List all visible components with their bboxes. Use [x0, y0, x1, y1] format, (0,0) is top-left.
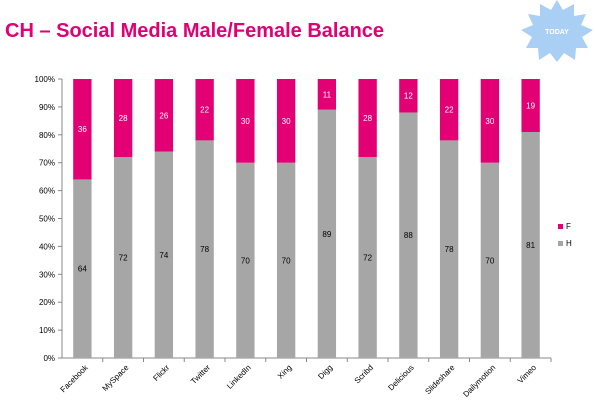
data-label-h: 88: [404, 231, 413, 240]
x-tick-label: LinkedIn: [225, 363, 253, 391]
data-label-h: 64: [78, 265, 87, 274]
data-label-h: 78: [200, 245, 209, 254]
bar-f-linkedin: [236, 79, 255, 163]
legend-label-f: F: [566, 222, 571, 231]
bar-h-flickr: [154, 151, 174, 358]
y-tick-label: 90%: [39, 103, 55, 112]
x-tick-label: Flickr: [151, 363, 171, 383]
y-tick-label: 50%: [39, 215, 55, 224]
y-tick-label: 100%: [35, 75, 55, 84]
legend-swatch-h: [558, 241, 563, 246]
bar-f-flickr: [154, 79, 174, 152]
legend-label-h: H: [566, 239, 572, 248]
bar-f-slideshare: [439, 79, 459, 141]
x-tick-label: Delicious: [386, 363, 415, 392]
data-label-f: 28: [363, 114, 372, 123]
x-tick-label: Vimeo: [516, 363, 539, 386]
y-tick-label: 30%: [39, 270, 55, 279]
bar-h-xing: [276, 162, 296, 358]
x-tick-label: Digg: [316, 363, 334, 381]
bar-h-scribd: [358, 157, 377, 358]
bar-f-twitter: [195, 79, 214, 141]
data-label-f: 22: [445, 106, 454, 115]
y-tick-label: 70%: [39, 159, 55, 168]
bar-f-xing: [276, 79, 296, 163]
y-tick-label: 10%: [39, 326, 55, 335]
legend-swatch-f: [558, 224, 563, 229]
bar-h-twitter: [195, 140, 214, 358]
bar-f-scribd: [358, 79, 377, 158]
data-label-f: 26: [159, 111, 168, 120]
y-tick-label: 0%: [43, 354, 55, 363]
data-label-f: 11: [323, 90, 332, 99]
data-label-h: 70: [241, 256, 250, 265]
bar-f-vimeo: [521, 79, 540, 133]
data-label-f: 12: [404, 92, 413, 101]
today-badge: TODAY: [521, 0, 593, 62]
data-label-f: 22: [200, 106, 209, 115]
data-label-h: 78: [445, 245, 454, 254]
bar-f-myspace: [113, 79, 133, 158]
bar-h-vimeo: [521, 132, 540, 358]
data-label-h: 89: [322, 230, 331, 239]
data-label-f: 30: [282, 117, 291, 126]
page-title: CH – Social Media Male/Female Balance: [5, 20, 385, 42]
x-tick-label: Twitter: [189, 363, 212, 386]
bar-h-facebook: [73, 179, 92, 358]
badge-label: TODAY: [545, 29, 569, 36]
data-label-h: 70: [282, 256, 291, 265]
bar-h-dailymotion: [480, 162, 500, 358]
x-tick-label: Xing: [276, 363, 294, 381]
x-tick-label: Slideshare: [423, 363, 456, 396]
bar-f-delicious: [399, 79, 418, 113]
data-label-h: 74: [159, 251, 168, 260]
y-tick-label: 20%: [39, 298, 55, 307]
bar-h-delicious: [399, 112, 418, 358]
data-label-h: 72: [363, 254, 372, 263]
x-tick-label: Facebook: [59, 362, 91, 394]
x-tick-label: MySpace: [101, 363, 131, 393]
starburst-icon: [521, 0, 593, 62]
x-tick-label: Dailymotion: [461, 363, 497, 399]
x-tick-label: Scribd: [353, 363, 375, 385]
bar-h-myspace: [113, 157, 133, 358]
bar-h-slideshare: [439, 140, 459, 358]
data-label-h: 70: [485, 256, 494, 265]
data-label-f: 28: [119, 114, 128, 123]
data-label-h: 72: [119, 254, 128, 263]
data-label-f: 36: [78, 125, 87, 134]
y-tick-label: 60%: [39, 187, 55, 196]
bar-f-digg: [317, 79, 337, 110]
data-label-f: 19: [526, 102, 535, 111]
bar-f-facebook: [73, 79, 92, 180]
bar-h-digg: [317, 109, 337, 358]
data-label-f: 30: [241, 117, 250, 126]
bar-f-dailymotion: [480, 79, 500, 163]
bar-h-linkedin: [236, 162, 255, 358]
data-label-f: 30: [485, 117, 494, 126]
y-tick-label: 40%: [39, 242, 55, 251]
data-label-h: 81: [526, 241, 535, 250]
y-tick-label: 80%: [39, 131, 55, 140]
